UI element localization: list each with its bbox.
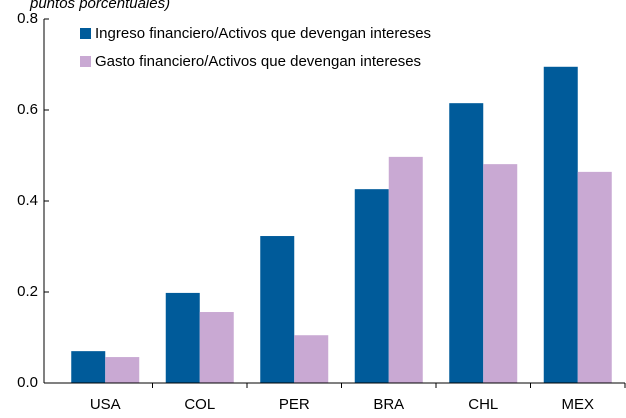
y-tick-label: 0.8: [17, 10, 38, 27]
bar: [577, 171, 612, 383]
bar: [165, 292, 200, 383]
bar: [199, 312, 234, 383]
bar: [354, 189, 389, 383]
y-tick-label: 0.6: [17, 101, 38, 118]
x-tick-label: PER: [279, 396, 310, 413]
bar: [483, 164, 518, 383]
bar: [294, 335, 329, 383]
x-tick-label: USA: [90, 396, 121, 413]
legend-swatch: [80, 28, 91, 39]
legend-label: Gasto financiero/Activos que devengan in…: [95, 53, 421, 70]
bar: [388, 156, 423, 383]
bar: [543, 66, 578, 384]
x-tick-label: BRA: [373, 396, 404, 413]
bar: [71, 351, 106, 383]
x-tick-label: CHL: [468, 396, 498, 413]
bar: [105, 357, 140, 383]
y-tick-label: 0.0: [17, 374, 38, 391]
legend-swatch: [80, 56, 91, 67]
y-tick-label: 0.2: [17, 283, 38, 300]
bar: [449, 103, 484, 384]
chart-subtitle: puntos porcentuales): [29, 0, 170, 12]
legend-label: Ingreso financiero/Activos que devengan …: [95, 25, 431, 42]
bar: [260, 236, 295, 383]
x-tick-label: COL: [184, 396, 215, 413]
x-tick-label: MEX: [561, 396, 594, 413]
y-tick-label: 0.4: [17, 192, 38, 209]
